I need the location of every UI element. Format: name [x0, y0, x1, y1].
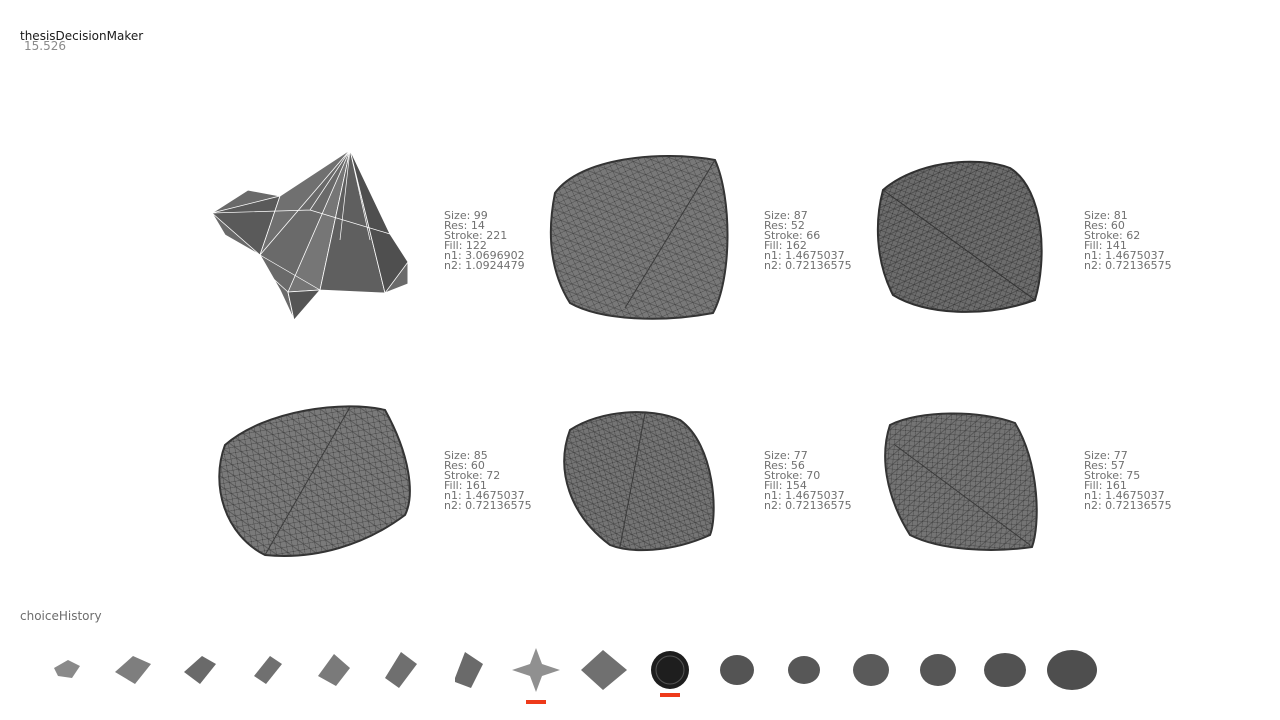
history-thumb-8[interactable]	[508, 642, 564, 698]
param-size: Size: 87	[764, 209, 808, 222]
candidate-params-6: Size: 77 Res: 57 Stroke: 75 Fill: 161 n1…	[1084, 449, 1172, 512]
param-n2: n2: 1.0924479	[444, 259, 525, 272]
supershape-render	[218, 405, 411, 557]
candidate-shape-6[interactable]	[840, 385, 1100, 585]
param-res: Res: 52	[764, 219, 805, 232]
history-thumb-1[interactable]	[38, 642, 94, 698]
history-thumb-3[interactable]	[172, 642, 228, 698]
history-thumb-7[interactable]	[441, 642, 497, 698]
param-stroke: Stroke: 70	[764, 469, 821, 482]
param-fill: Fill: 154	[764, 479, 807, 492]
candidate-shape-1[interactable]	[200, 140, 460, 340]
candidate-shape-4[interactable]	[195, 385, 455, 585]
param-fill: Fill: 162	[764, 239, 807, 252]
supershape-render	[549, 155, 729, 320]
param-fill: Fill: 122	[444, 239, 487, 252]
history-thumb-2[interactable]	[105, 642, 161, 698]
choice-history-label: choiceHistory	[20, 609, 102, 623]
candidate-shape-3[interactable]	[835, 140, 1095, 340]
history-thumb-4[interactable]	[240, 642, 296, 698]
candidate-params-4: Size: 85 Res: 60 Stroke: 72 Fill: 161 n1…	[444, 449, 532, 512]
param-size: Size: 77	[764, 449, 808, 462]
param-n2: n2: 0.72136575	[1084, 259, 1172, 272]
param-res: Res: 56	[764, 459, 805, 472]
candidate-params-5: Size: 77 Res: 56 Stroke: 70 Fill: 154 n1…	[764, 449, 852, 512]
param-res: Res: 60	[444, 459, 485, 472]
history-thumb-15[interactable]	[977, 642, 1033, 698]
param-n2: n2: 0.72136575	[1084, 499, 1172, 512]
param-res: Res: 14	[444, 219, 485, 232]
param-n1: n1: 1.4675037	[764, 249, 845, 262]
history-marker-1	[526, 700, 546, 704]
param-n1: n1: 1.4675037	[444, 489, 525, 502]
param-size: Size: 85	[444, 449, 488, 462]
candidate-shape-2[interactable]	[510, 138, 770, 338]
param-n1: n1: 1.4675037	[1084, 249, 1165, 262]
supershape-render	[884, 412, 1038, 551]
candidate-params-1: Size: 99 Res: 14 Stroke: 221 Fill: 122 n…	[444, 209, 525, 272]
supershape-render	[563, 411, 715, 552]
param-n2: n2: 0.72136575	[764, 499, 852, 512]
history-thumb-10[interactable]	[642, 642, 698, 698]
param-fill: Fill: 161	[1084, 479, 1127, 492]
candidate-params-2: Size: 87 Res: 52 Stroke: 66 Fill: 162 n1…	[764, 209, 852, 272]
history-thumb-6[interactable]	[373, 642, 429, 698]
param-n1: n1: 3.0696902	[444, 249, 525, 262]
param-res: Res: 60	[1084, 219, 1125, 232]
param-size: Size: 77	[1084, 449, 1128, 462]
param-res: Res: 57	[1084, 459, 1125, 472]
param-fill: Fill: 161	[444, 479, 487, 492]
spiky-shape-render	[211, 149, 409, 321]
param-n2: n2: 0.72136575	[764, 259, 852, 272]
history-thumb-11[interactable]	[709, 642, 765, 698]
history-thumb-13[interactable]	[843, 642, 899, 698]
history-thumb-16[interactable]	[1044, 642, 1100, 698]
param-n1: n1: 1.4675037	[764, 489, 845, 502]
param-stroke: Stroke: 72	[444, 469, 501, 482]
candidate-params-3: Size: 81 Res: 60 Stroke: 62 Fill: 141 n1…	[1084, 209, 1172, 272]
history-thumb-14[interactable]	[910, 642, 966, 698]
param-stroke: Stroke: 221	[444, 229, 508, 242]
history-thumb-9[interactable]	[575, 642, 631, 698]
history-marker-2	[660, 693, 680, 697]
param-stroke: Stroke: 62	[1084, 229, 1141, 242]
elapsed-timer: 15.526	[24, 39, 66, 53]
param-stroke: Stroke: 75	[1084, 469, 1141, 482]
param-n2: n2: 0.72136575	[444, 499, 532, 512]
history-thumb-12[interactable]	[776, 642, 832, 698]
param-stroke: Stroke: 66	[764, 229, 821, 242]
param-n1: n1: 1.4675037	[1084, 489, 1165, 502]
param-size: Size: 81	[1084, 209, 1128, 222]
param-size: Size: 99	[444, 209, 488, 222]
supershape-render	[876, 160, 1043, 313]
history-thumb-5[interactable]	[306, 642, 362, 698]
param-fill: Fill: 141	[1084, 239, 1127, 252]
app-title: thesisDecisionMaker	[20, 29, 144, 43]
candidate-shape-5[interactable]	[520, 385, 780, 585]
